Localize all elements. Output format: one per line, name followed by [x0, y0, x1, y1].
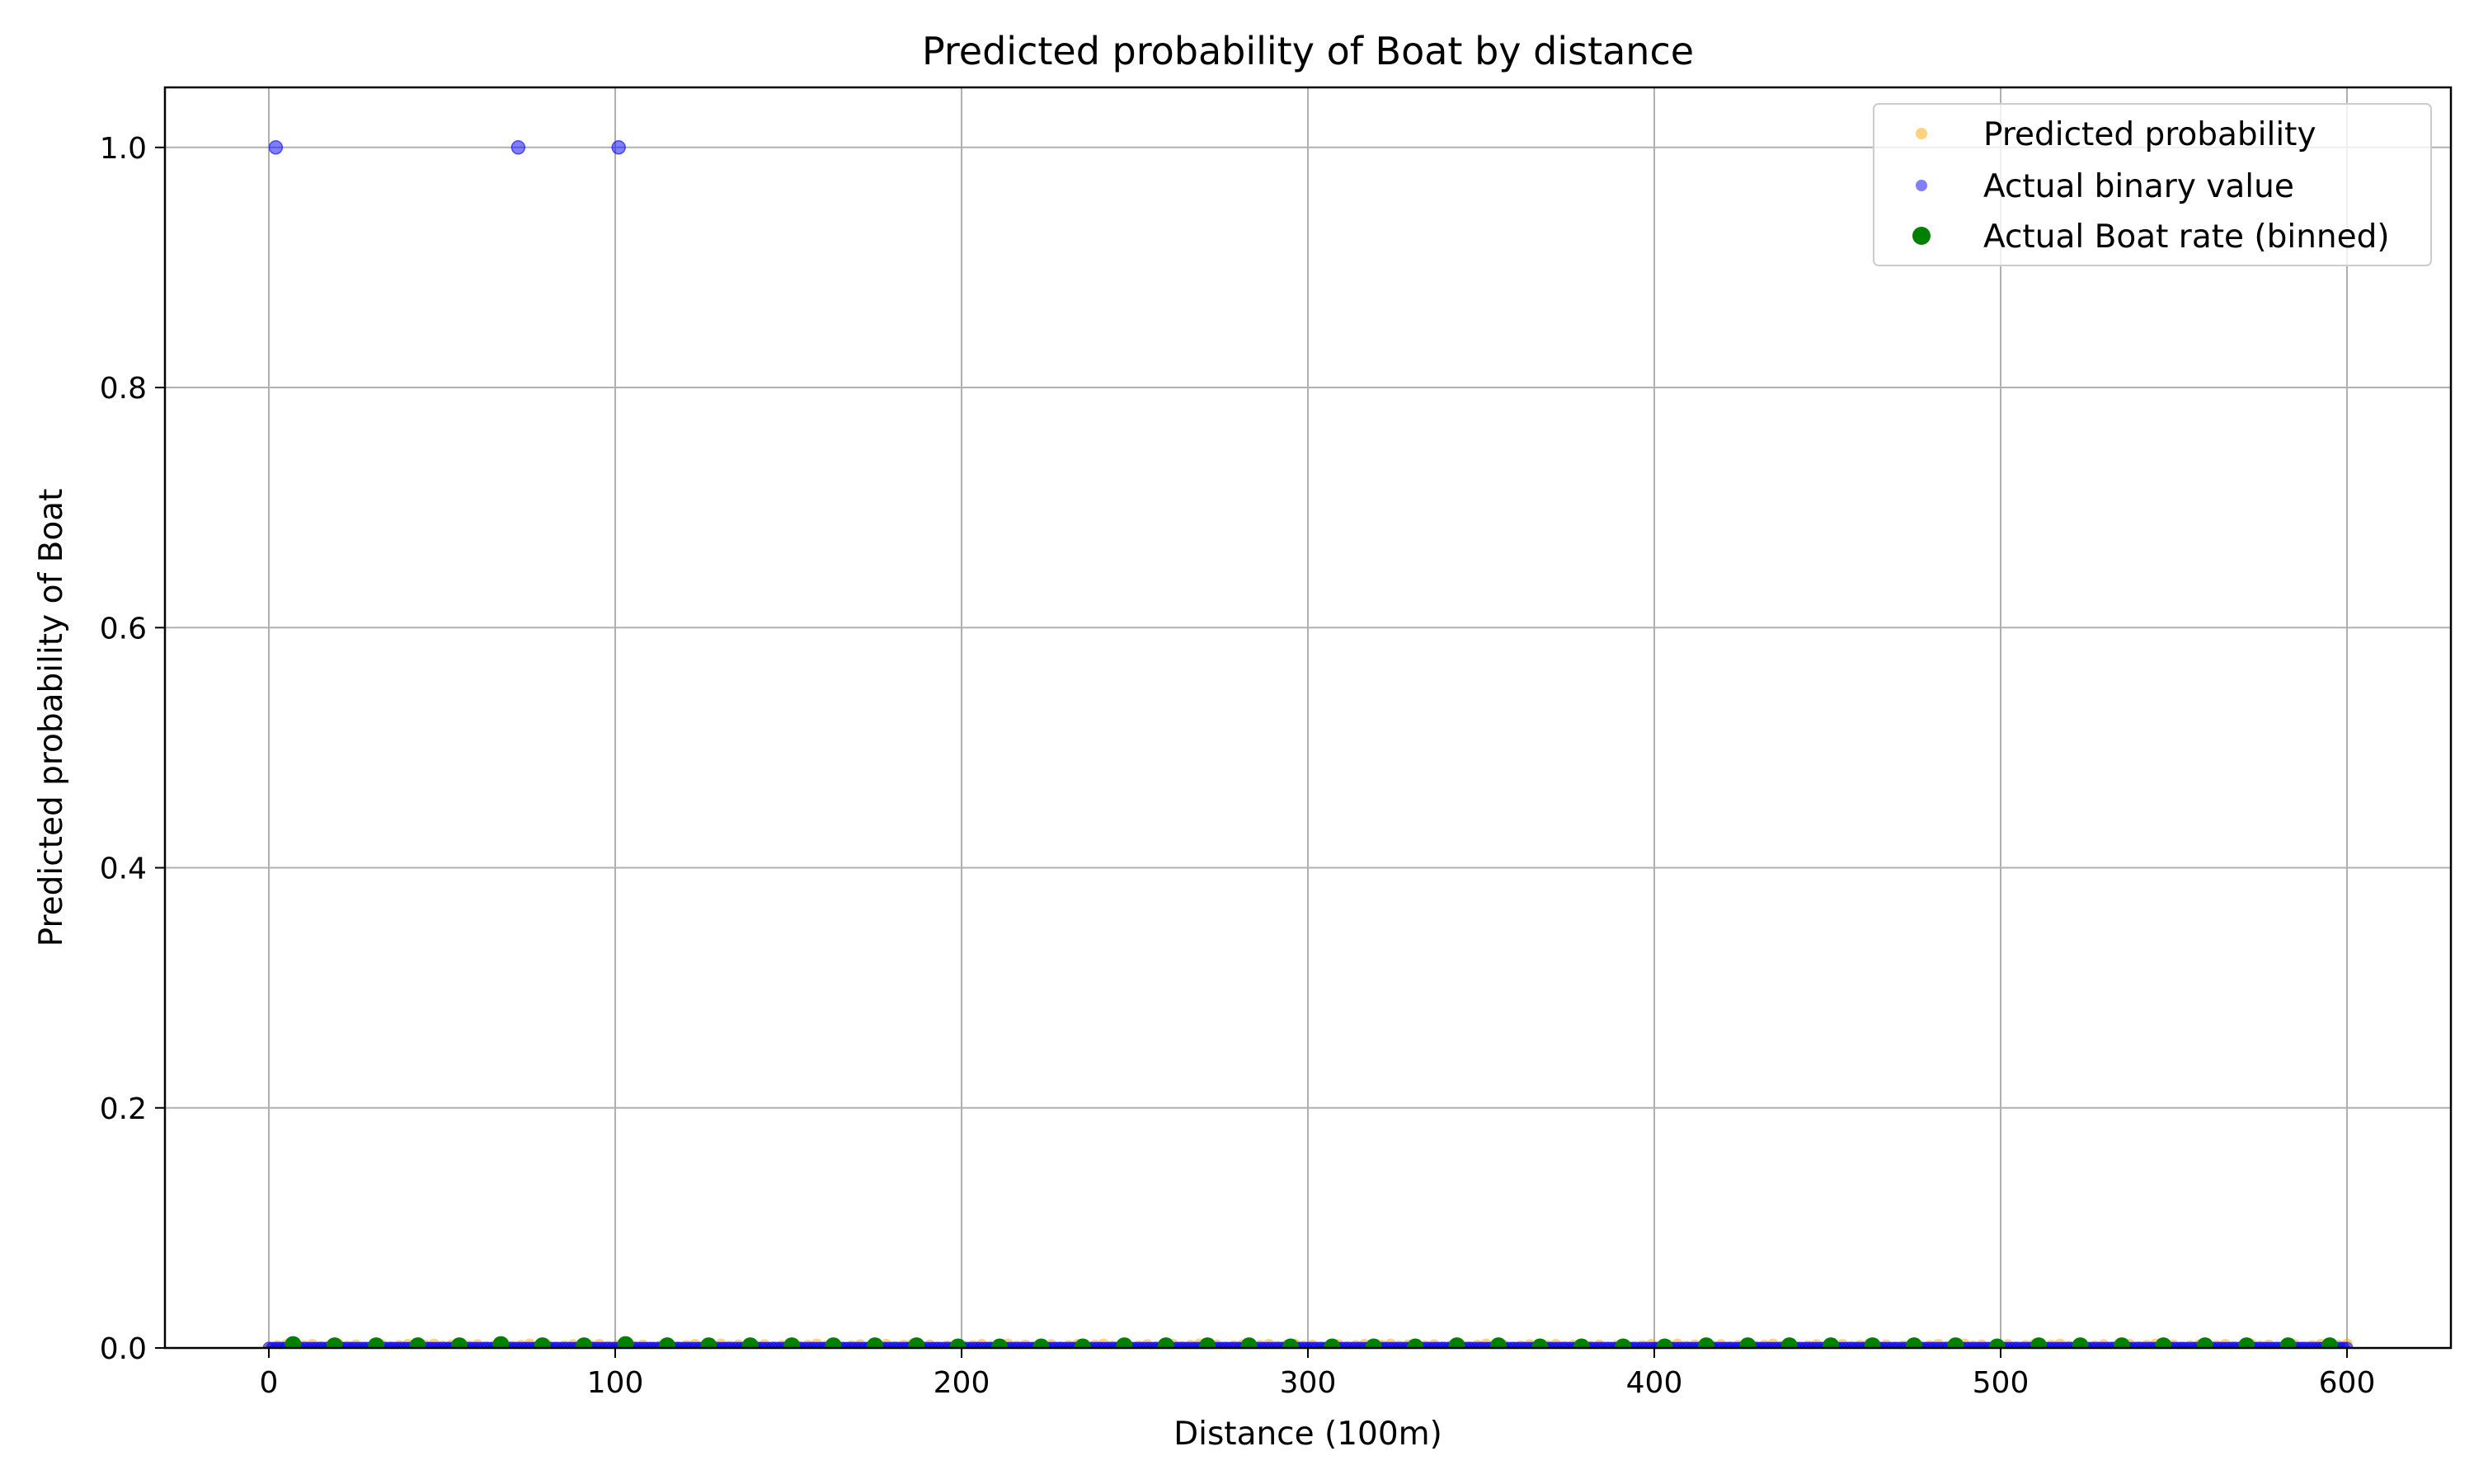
- y-tick-label: 0.0: [100, 1332, 147, 1366]
- binned-point: [1573, 1338, 1590, 1348]
- x-axis-label: Distance (100m): [1174, 1416, 1442, 1453]
- binned-point: [1324, 1338, 1341, 1348]
- x-tick-label: 0: [260, 1366, 279, 1400]
- x-tick-label: 100: [587, 1366, 644, 1400]
- x-axis-ticks: 0 100 200 300 400 500 600: [260, 1348, 2376, 1400]
- binned-point: [908, 1337, 925, 1348]
- binned-point: [1615, 1338, 1632, 1348]
- y-tick-label: 1.0: [100, 132, 147, 166]
- binned-point: [1032, 1338, 1050, 1348]
- binned-point: [2030, 1337, 2048, 1348]
- y-axis-ticks: 0.0 0.2 0.4 0.6 0.8 1.0: [100, 132, 165, 1366]
- binned-point: [2238, 1337, 2255, 1348]
- legend-box: [1873, 103, 2432, 266]
- x-tick-label: 300: [1280, 1366, 1337, 1400]
- y-tick-label: 0.4: [100, 852, 147, 886]
- x-tick-label: 400: [1626, 1366, 1683, 1400]
- binned-point: [1199, 1337, 1216, 1348]
- legend: Predicted probability Actual binary value…: [1873, 103, 2432, 266]
- binned-point: [2072, 1337, 2089, 1348]
- binned-point: [1448, 1337, 1465, 1348]
- binned-point: [825, 1337, 842, 1348]
- binned-point: [368, 1337, 385, 1348]
- binned-point: [783, 1337, 801, 1348]
- binned-point: [1157, 1337, 1174, 1348]
- legend-marker: [1916, 180, 1927, 191]
- binned-point: [2321, 1337, 2338, 1348]
- binned-point: [285, 1336, 302, 1348]
- binned-point: [1823, 1337, 1840, 1348]
- binned-point: [1906, 1337, 1922, 1348]
- binned-point: [576, 1337, 593, 1348]
- binned-point: [2155, 1337, 2172, 1348]
- x-tick-label: 600: [2319, 1366, 2376, 1400]
- binned-point: [451, 1337, 468, 1348]
- actual-point: [611, 140, 626, 155]
- x-tick-label: 200: [934, 1366, 990, 1400]
- y-axis-label: Predicted probability of Boat: [33, 489, 70, 947]
- x-tick-label: 500: [1973, 1366, 2030, 1400]
- actual-point: [268, 140, 284, 155]
- chart-title: Predicted probability of Boat by distanc…: [922, 29, 1694, 73]
- binned-point: [1407, 1338, 1424, 1348]
- actual-point: [510, 140, 526, 155]
- y-tick-label: 0.8: [100, 372, 147, 406]
- binned-point: [700, 1337, 717, 1348]
- binned-point: [741, 1337, 759, 1348]
- binned-point: [1739, 1337, 1757, 1348]
- binned-point: [492, 1336, 510, 1348]
- y-tick-label: 0.6: [100, 612, 147, 646]
- binned-point: [1282, 1338, 1299, 1348]
- legend-label: Predicted probability: [1983, 116, 2316, 153]
- legend-marker: [1916, 128, 1927, 139]
- legend-label: Actual binary value: [1983, 168, 2294, 205]
- binned-point: [867, 1337, 883, 1348]
- binned-point: [409, 1337, 426, 1348]
- binned-point: [617, 1336, 634, 1348]
- binned-point: [1988, 1338, 2006, 1348]
- binned-point: [1116, 1337, 1133, 1348]
- binned-point: [1698, 1337, 1714, 1348]
- y-tick-label: 0.2: [100, 1092, 147, 1126]
- legend-label: Actual Boat rate (binned): [1983, 218, 2390, 256]
- binned-point: [2279, 1337, 2297, 1348]
- binned-point: [326, 1337, 343, 1348]
- binned-point: [1531, 1338, 1549, 1348]
- binned-point: [534, 1337, 551, 1348]
- binned-point: [1780, 1337, 1798, 1348]
- binned-point: [2196, 1337, 2213, 1348]
- binned-point: [1947, 1337, 1964, 1348]
- binned-point: [1365, 1338, 1382, 1348]
- binned-point: [949, 1338, 967, 1348]
- binned-point: [2114, 1337, 2130, 1348]
- series-actual-boat-rate-binned: [285, 1336, 2338, 1348]
- binned-point: [1240, 1337, 1258, 1348]
- binned-point: [659, 1337, 675, 1348]
- binned-point: [1864, 1337, 1881, 1348]
- binned-point: [1075, 1338, 1091, 1348]
- binned-point: [1656, 1338, 1673, 1348]
- legend-marker: [1912, 227, 1931, 245]
- binned-point: [991, 1338, 1009, 1348]
- binned-point: [1490, 1337, 1507, 1348]
- actual-point: [2340, 1341, 2354, 1348]
